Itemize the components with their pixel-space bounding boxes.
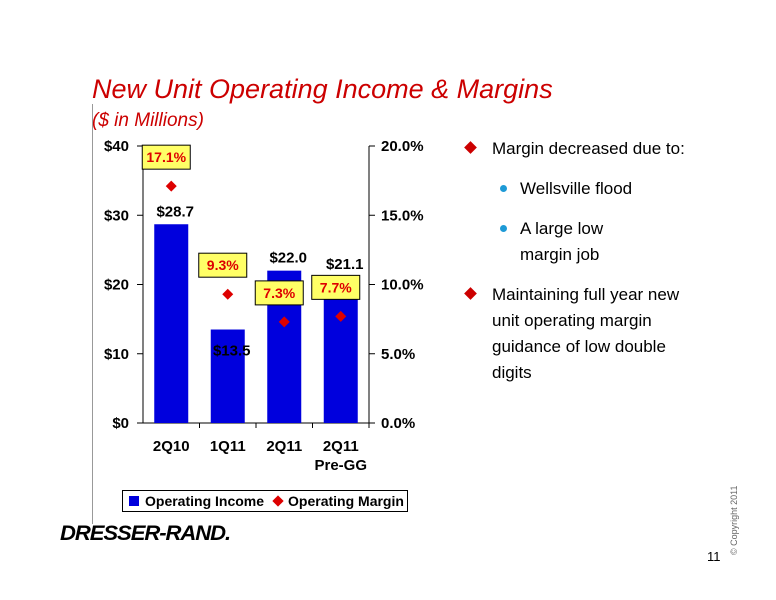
bullet-text: Wellsville flood bbox=[520, 179, 633, 198]
chart-legend: Operating Income Operating Margin bbox=[122, 490, 408, 512]
dot-bullet-icon bbox=[500, 225, 507, 232]
margin-value-label: 7.3% bbox=[263, 285, 295, 301]
sub-bullet-item: Wellsville flood bbox=[462, 176, 712, 202]
income-bar bbox=[210, 329, 245, 423]
bullet-text: Maintaining full year new unit operating… bbox=[492, 285, 680, 382]
legend-income: Operating Income bbox=[145, 493, 265, 509]
right-axis-tick-label: 0.0% bbox=[381, 415, 415, 432]
left-divider bbox=[92, 104, 93, 524]
legend-margin: Operating Margin bbox=[288, 493, 404, 509]
right-axis-tick-label: 15.0% bbox=[381, 207, 424, 224]
x-axis-tick-label: 2Q10 bbox=[153, 438, 190, 455]
sub-bullet-item: A large low margin job bbox=[462, 216, 652, 268]
margin-marker bbox=[335, 310, 347, 322]
slide-subtitle: ($ in Millions) bbox=[92, 110, 204, 131]
income-value-label: $13.5 bbox=[213, 343, 251, 360]
bullet-list: Margin decreased due to: Wellsville floo… bbox=[462, 136, 712, 400]
margin-label-box bbox=[198, 252, 248, 278]
bullet-item: Margin decreased due to: bbox=[462, 136, 712, 162]
right-axis-tick-label: 10.0% bbox=[381, 277, 424, 294]
right-axis-tick-label: 20.0% bbox=[381, 138, 424, 155]
left-axis-tick-label: $40 bbox=[104, 138, 129, 155]
margin-label-box bbox=[254, 280, 304, 306]
x-axis-tick-label: 1Q11 bbox=[210, 438, 246, 455]
margin-marker bbox=[165, 180, 177, 192]
bullet-text: Margin decreased due to: bbox=[492, 139, 685, 158]
copyright-text: © Copyright 2011 bbox=[729, 485, 739, 555]
income-value-label: $21.1 bbox=[326, 256, 364, 273]
margin-value-label: 7.7% bbox=[320, 279, 352, 295]
left-axis-tick-label: $10 bbox=[104, 346, 129, 363]
slide-title: New Unit Operating Income & Margins bbox=[92, 74, 553, 104]
company-logo: DRESSER-RAND. bbox=[60, 522, 231, 545]
x-axis-tick-label: 2Q11 Pre-GG bbox=[314, 438, 367, 474]
income-value-label: $28.7 bbox=[156, 203, 194, 220]
left-axis-tick-label: $0 bbox=[112, 415, 129, 432]
x-axis-tick-label: 2Q11 bbox=[266, 438, 302, 455]
income-bar bbox=[154, 224, 189, 423]
bullet-item: Maintaining full year new unit operating… bbox=[462, 282, 682, 386]
margin-value-label: 9.3% bbox=[207, 257, 239, 273]
margin-label-box bbox=[311, 274, 361, 300]
income-bar bbox=[323, 276, 358, 423]
margin-value-label: 17.1% bbox=[146, 149, 186, 165]
diamond-bullet-icon bbox=[464, 287, 477, 300]
right-axis-tick-label: 5.0% bbox=[381, 346, 415, 363]
page-number: 11 bbox=[707, 549, 721, 564]
legend-square-icon bbox=[129, 496, 139, 506]
legend-diamond-icon bbox=[272, 495, 284, 507]
margin-label-box bbox=[141, 144, 191, 170]
diamond-bullet-icon bbox=[464, 141, 477, 154]
income-value-label: $22.0 bbox=[269, 250, 307, 267]
left-axis-tick-label: $30 bbox=[104, 207, 129, 224]
margin-marker bbox=[222, 288, 234, 300]
margin-marker bbox=[278, 316, 290, 328]
left-axis-tick-label: $20 bbox=[104, 277, 129, 294]
dot-bullet-icon bbox=[500, 185, 507, 192]
bullet-text: A large low margin job bbox=[520, 219, 604, 264]
